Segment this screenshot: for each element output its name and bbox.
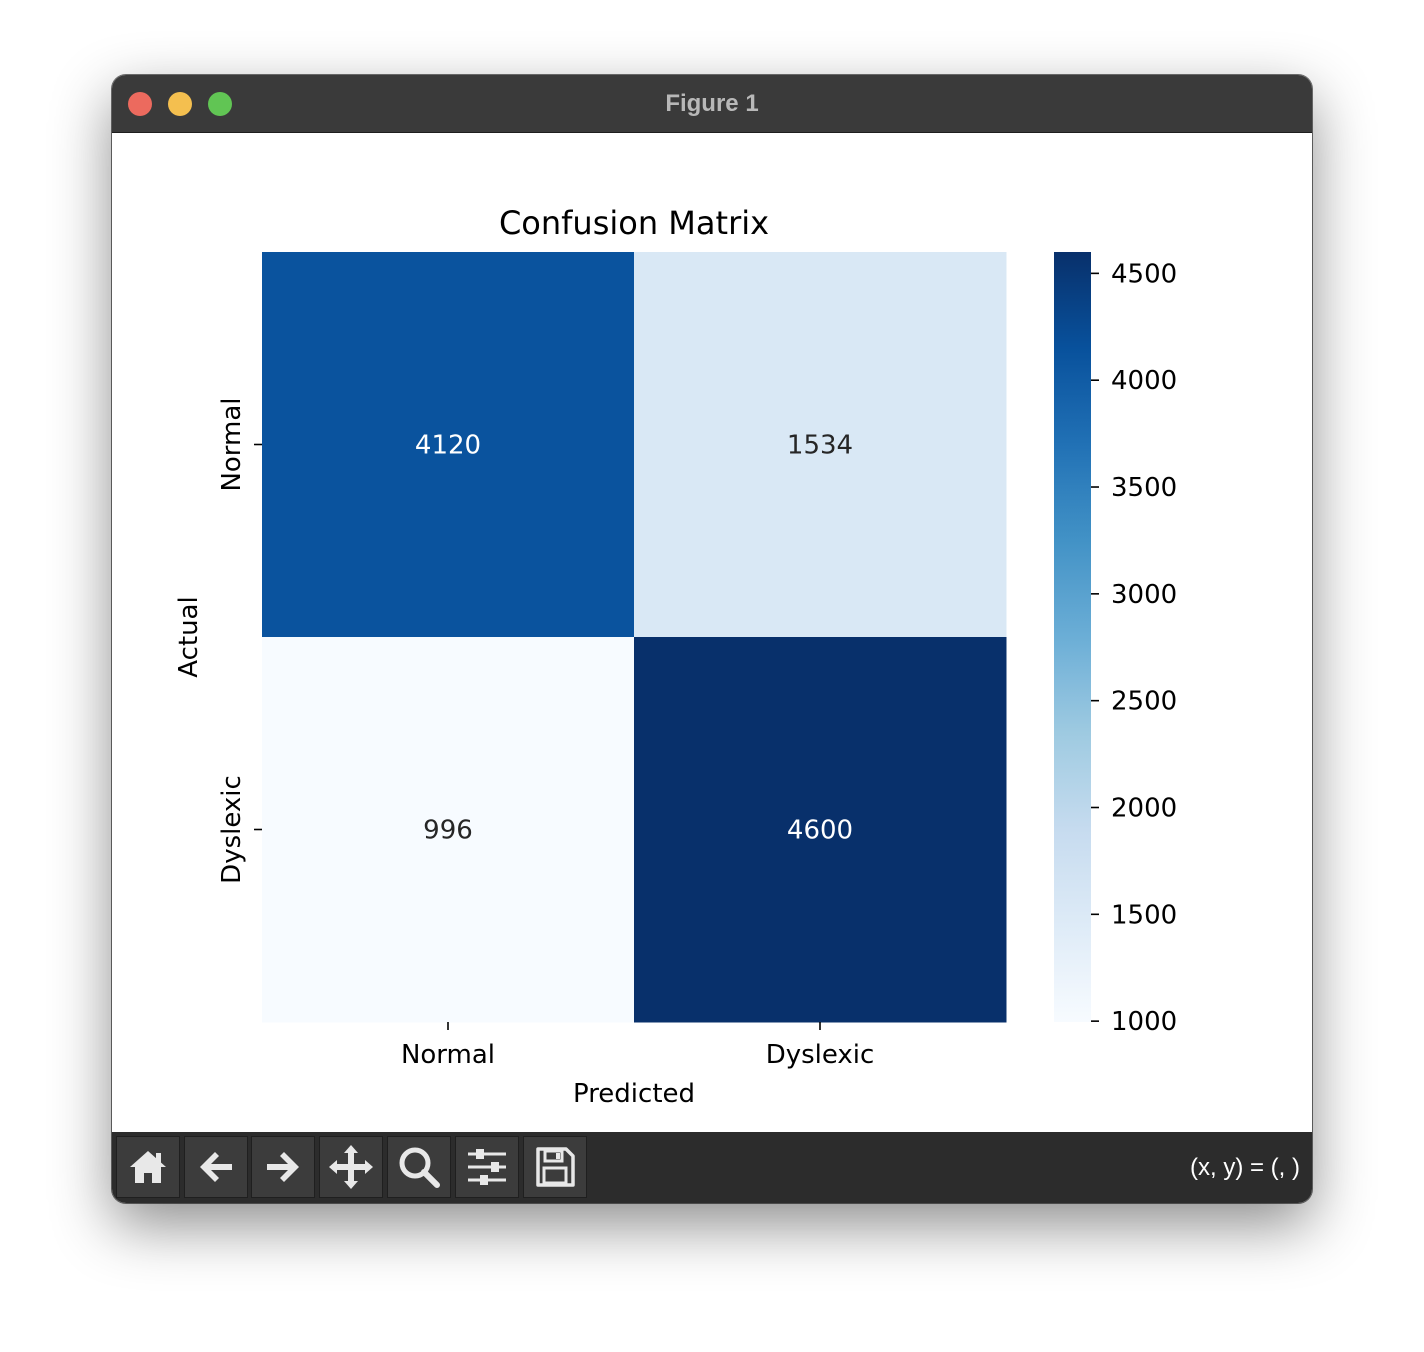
colorbar-tick-label: 4500: [1111, 259, 1177, 289]
coordinates-readout: (x, y) = (, ): [1190, 1154, 1300, 1181]
navigation-toolbar: (x, y) = (, ): [112, 1132, 1312, 1203]
heatmap-cell: [262, 637, 635, 1023]
colorbar-tick-label: 2500: [1111, 687, 1177, 717]
colorbar: [1054, 252, 1091, 1022]
magnifier-icon: [399, 1147, 440, 1188]
x-axis-label: Predicted: [573, 1079, 695, 1109]
colorbar-tick-label: 3500: [1111, 473, 1177, 503]
cell-value-label: 4600: [787, 816, 853, 846]
forward-button[interactable]: [251, 1136, 315, 1198]
colorbar-tick-label: 4000: [1111, 366, 1177, 396]
colorbar-tick-label: 1000: [1111, 1007, 1177, 1037]
chart-title: Confusion Matrix: [499, 204, 769, 242]
colorbar-tick-label: 3000: [1111, 580, 1177, 610]
title-bar: Figure 1: [112, 75, 1312, 133]
arrow-left-icon: [200, 1152, 232, 1182]
pan-button[interactable]: [319, 1136, 383, 1198]
figure-canvas[interactable]: Confusion Matrix 4120 1534 996 4600 Normal Dys…: [112, 133, 1312, 1132]
colorbar-tick-label: 2000: [1111, 793, 1177, 823]
close-button[interactable]: [128, 92, 152, 116]
heatmap-cell: [634, 252, 1007, 638]
y-tick-label: Dyslexic: [217, 775, 247, 884]
figure-window: Figure 1 Confusion Matrix 4120 1534 996 4600…: [112, 75, 1312, 1203]
configure-subplots-button[interactable]: [455, 1136, 519, 1198]
x-tick-label: Normal: [401, 1040, 495, 1070]
zoom-button[interactable]: [208, 92, 232, 116]
colorbar-tick-label: 1500: [1111, 900, 1177, 930]
move-icon: [329, 1145, 373, 1189]
confusion-matrix-chart: Confusion Matrix 4120 1534 996 4600 Normal Dys…: [174, 204, 1177, 1109]
y-tick-label: Normal: [217, 397, 247, 491]
zoom-rect-button[interactable]: [387, 1136, 451, 1198]
minimize-button[interactable]: [168, 92, 192, 116]
window-title: Figure 1: [665, 90, 759, 117]
home-button[interactable]: [116, 1136, 180, 1198]
home-icon: [130, 1151, 166, 1183]
floppy-disk-icon: [536, 1147, 575, 1187]
cell-value-label: 4120: [415, 431, 481, 461]
sliders-icon: [468, 1149, 506, 1185]
x-tick-label: Dyslexic: [766, 1040, 875, 1070]
save-button[interactable]: [523, 1136, 587, 1198]
y-axis-label: Actual: [174, 596, 204, 677]
arrow-right-icon: [267, 1152, 299, 1182]
back-button[interactable]: [184, 1136, 248, 1198]
cell-value-label: 1534: [787, 431, 853, 461]
heatmap-cell: [634, 637, 1007, 1023]
cell-value-label: 996: [423, 816, 473, 846]
heatmap-cell: [262, 252, 635, 638]
